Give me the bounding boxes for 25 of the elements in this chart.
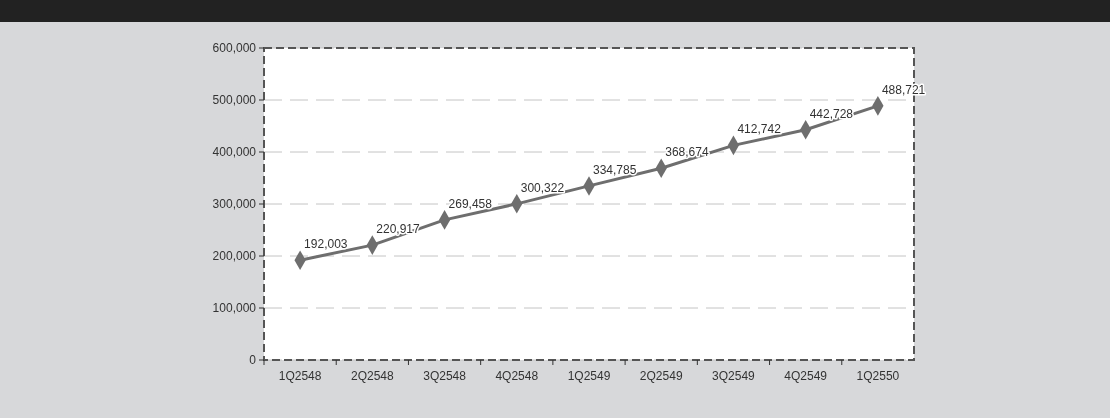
x-tick-label: 3Q2548 [423, 369, 467, 383]
y-tick-label: 100,000 [212, 301, 257, 316]
y-tick-label: 200,000 [212, 249, 257, 264]
data-label: 412,742 [737, 122, 782, 137]
x-tick-label: 1Q2550 [856, 369, 900, 383]
data-label: 220,917 [376, 222, 421, 237]
x-tick-label: 2Q2549 [639, 369, 683, 383]
y-tick-label: 500,000 [212, 93, 257, 108]
data-label: 334,785 [593, 162, 637, 177]
data-label: 488,721 [881, 82, 926, 97]
y-tick-label: 0 [249, 353, 257, 368]
y-tick-label: 300,000 [212, 197, 257, 212]
data-label: 442,728 [809, 106, 854, 121]
x-tick-label: 4Q2549 [784, 369, 828, 383]
x-tick-label: 3Q2549 [712, 369, 756, 383]
x-tick-label: 1Q2549 [567, 369, 611, 383]
y-tick-label: 600,000 [212, 41, 257, 56]
data-label: 368,674 [665, 145, 709, 160]
y-tick-label: 400,000 [212, 145, 257, 160]
data-label: 269,458 [448, 196, 493, 211]
data-label: 300,322 [520, 180, 565, 195]
x-tick-label: 2Q2548 [350, 369, 395, 383]
x-tick-label: 1Q2548 [278, 369, 322, 383]
x-tick-label: 4Q2548 [495, 369, 539, 383]
data-label: 192,003 [304, 237, 348, 252]
